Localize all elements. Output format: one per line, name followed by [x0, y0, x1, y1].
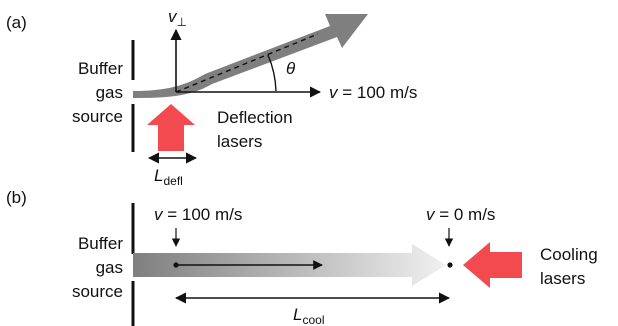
- source-label-line-2: gas: [96, 83, 123, 102]
- cooling-laser-label-line-2: lasers: [540, 269, 585, 288]
- deflection-laser-label-line-1: Deflection: [217, 108, 293, 127]
- deflection-length-label: Ldefl: [154, 166, 183, 188]
- panel-b: (b) Buffer gas source v = 100 m/s v = 0 …: [6, 188, 598, 326]
- angle-arc: [267, 54, 277, 92]
- deflection-laser-label-line-2: lasers: [217, 132, 262, 151]
- source-label-line-2: gas: [96, 258, 123, 277]
- end-point: [447, 262, 453, 268]
- deflection-direction-line: [175, 33, 319, 93]
- angle-label: θ: [286, 59, 296, 78]
- end-velocity-label: v = 0 m/s: [426, 205, 495, 224]
- panel-b-tag: (b): [6, 188, 27, 207]
- forward-velocity-label: v = 100 m/s: [329, 83, 417, 102]
- cooling-laser-arrow: [463, 242, 522, 288]
- cooling-length-label: Lcool: [293, 305, 324, 326]
- start-velocity-label: v = 100 m/s: [154, 205, 242, 224]
- source-label-line-3: source: [72, 107, 123, 126]
- cooling-laser-label-line-1: Cooling: [540, 245, 598, 264]
- deflected-beam-arrow: [133, 14, 368, 98]
- source-label-line-3: source: [72, 282, 123, 301]
- source-label-line-1: Buffer: [78, 234, 123, 253]
- deflection-laser-arrow: [147, 104, 195, 151]
- source-label-line-1: Buffer: [78, 59, 123, 78]
- panel-a-tag: (a): [6, 13, 27, 32]
- panel-a: (a) Buffer gas source v⊥ θ v = 100 m/s D…: [6, 7, 417, 188]
- perpendicular-velocity-label: v⊥: [168, 7, 187, 29]
